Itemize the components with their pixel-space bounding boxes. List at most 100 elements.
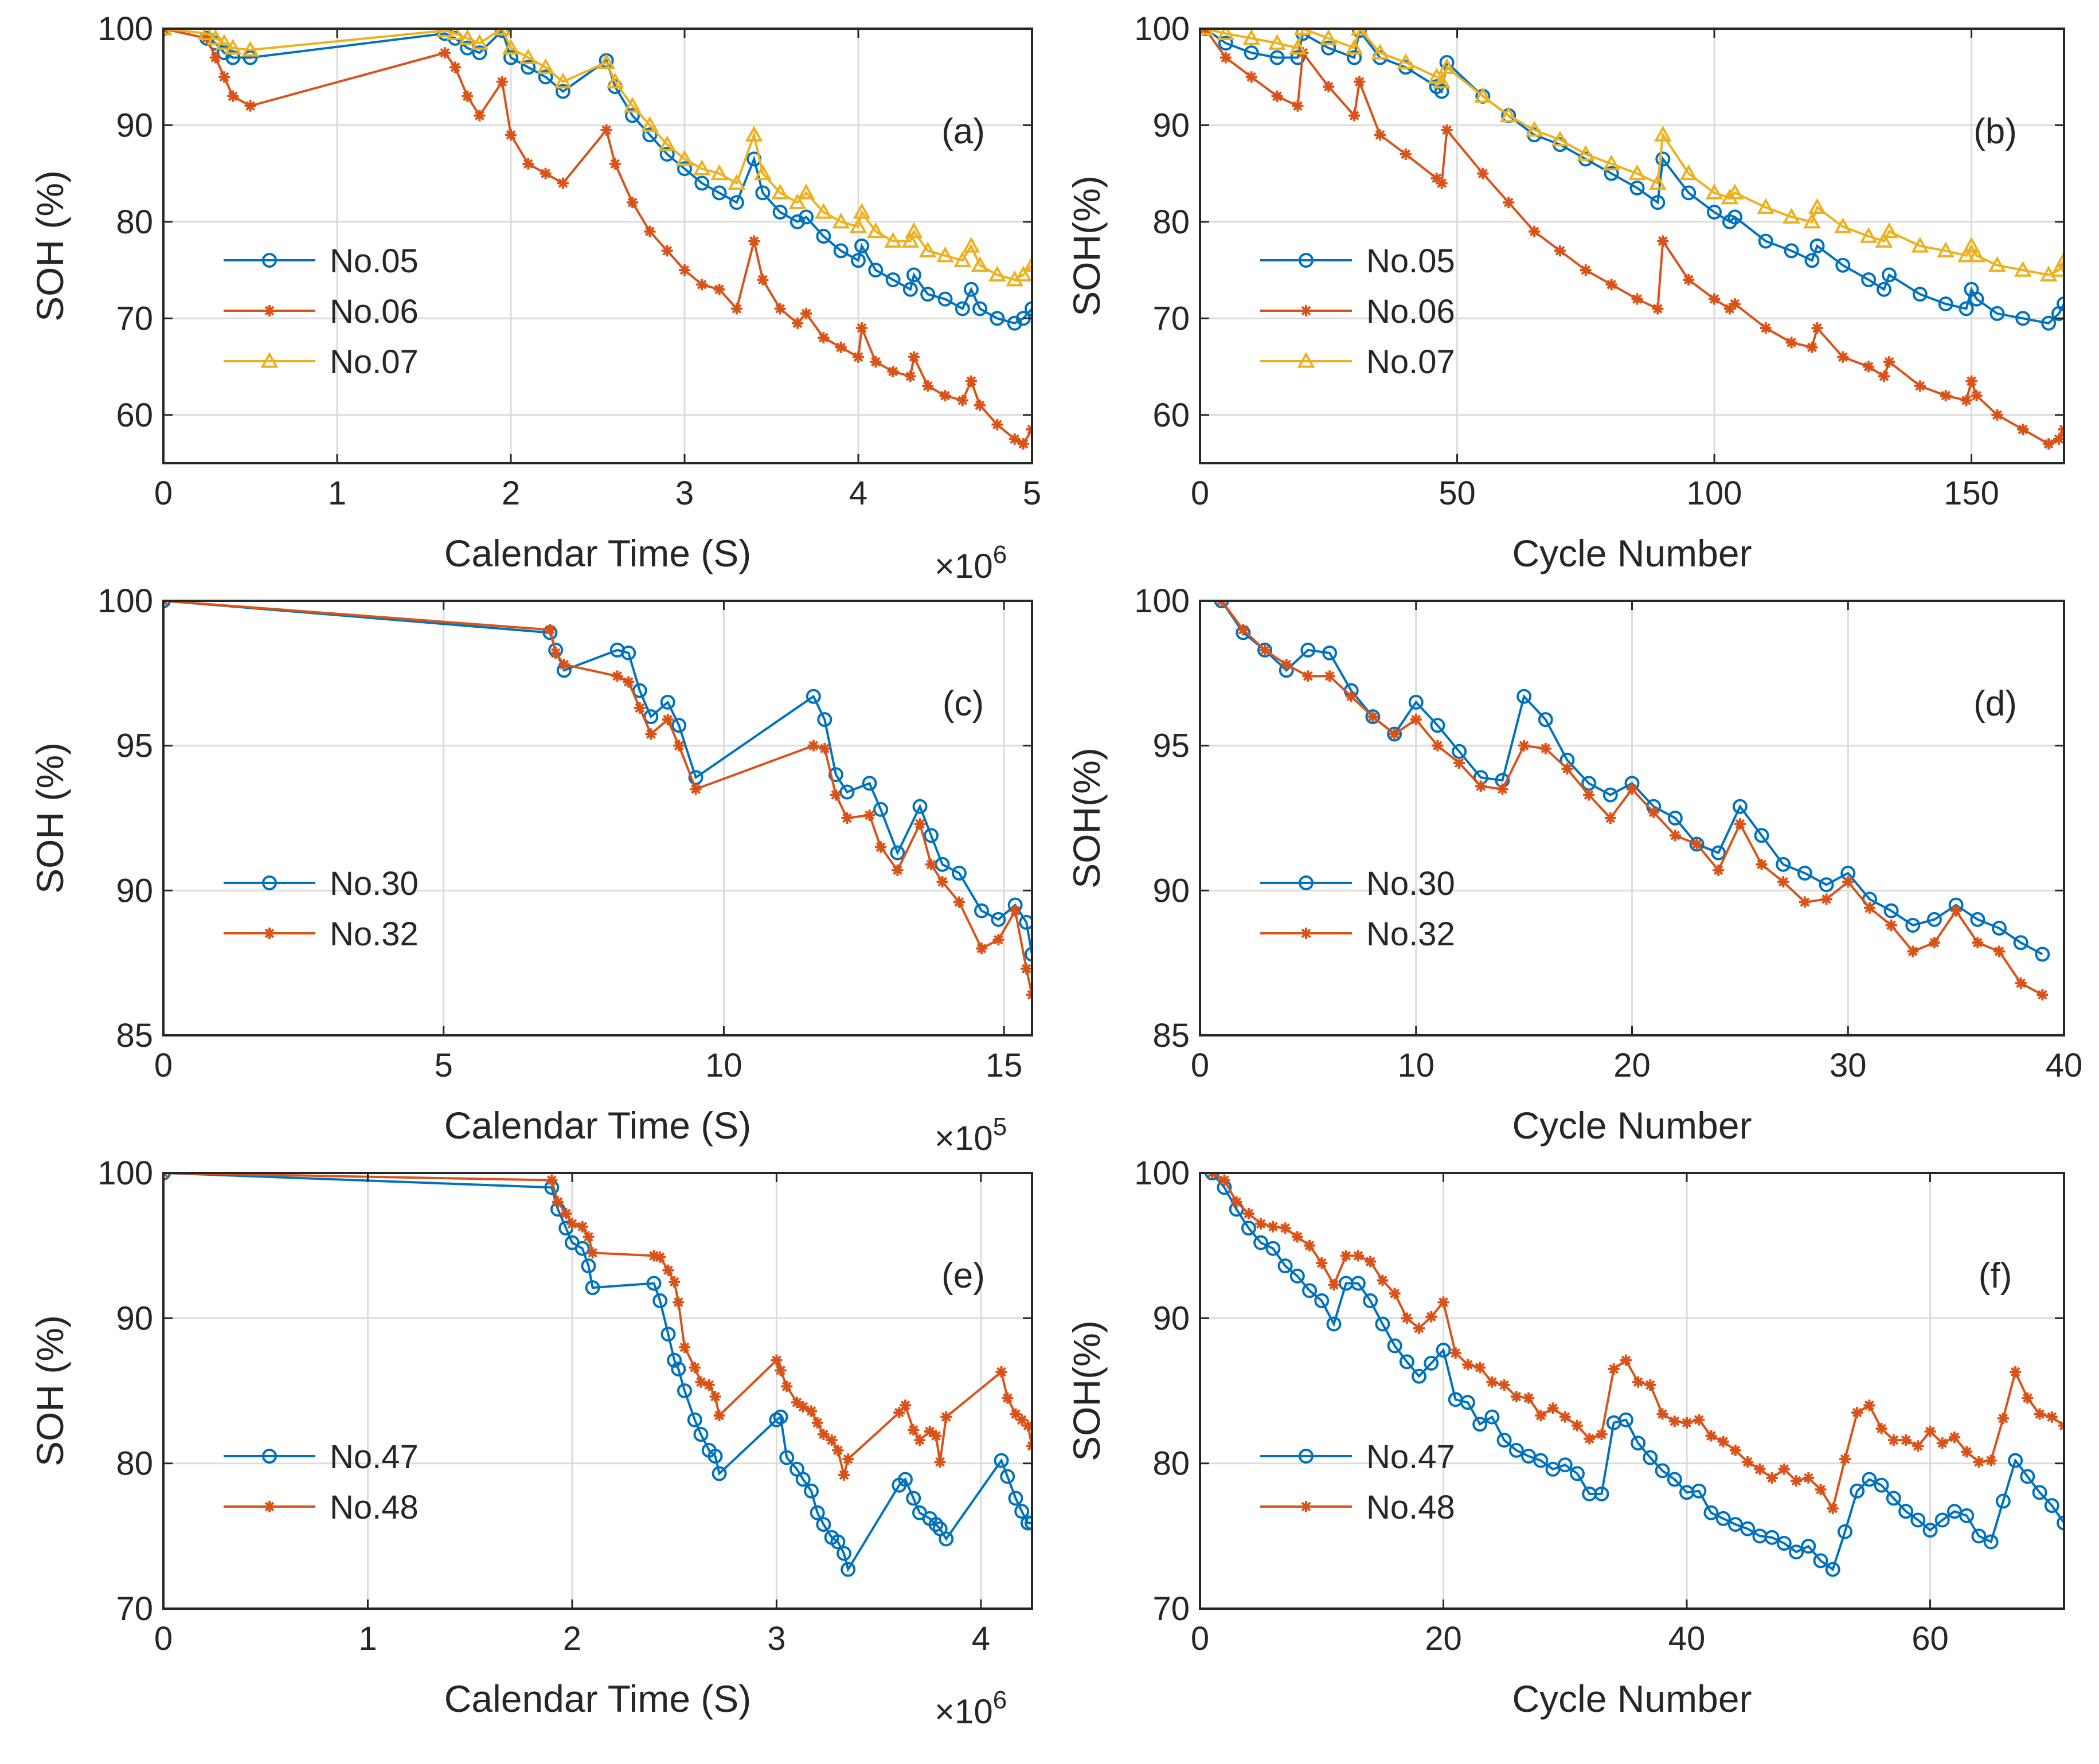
x-axis-multiplier-exponent: 5 — [993, 1113, 1007, 1141]
data-point-No.30 — [1819, 877, 1834, 893]
data-point-No.47 — [574, 1241, 590, 1256]
x-tick-label: 40 — [1668, 1620, 1706, 1657]
data-point-No.32 — [992, 934, 1004, 946]
data-point-No.48 — [552, 1196, 564, 1208]
data-point-No.06 — [870, 356, 882, 368]
plot-area — [163, 1173, 1032, 1609]
data-point-No.06 — [1529, 225, 1541, 237]
data-point-No.32 — [1950, 905, 1962, 917]
data-point-No.07 — [1654, 126, 1672, 142]
data-point-No.47 — [1412, 1368, 1427, 1384]
data-point-No.48 — [1401, 1312, 1413, 1324]
x-axis-label: Calendar Time (S) — [444, 532, 752, 574]
data-point-No.47 — [841, 1562, 856, 1577]
data-point-No.06 — [818, 332, 830, 344]
data-point-No.48 — [1474, 1362, 1486, 1374]
data-point-No.48 — [1547, 1402, 1559, 1414]
data-point-No.05 — [972, 301, 988, 316]
data-point-No.47 — [1691, 1483, 1707, 1499]
data-point-No.30 — [1408, 694, 1424, 710]
data-point-No.47 — [1643, 1450, 1658, 1465]
data-point-No.48 — [1328, 1279, 1340, 1291]
data-point-No.06 — [1477, 167, 1489, 179]
y-tick-label: 90 — [1152, 107, 1190, 144]
data-point-No.48 — [1316, 1257, 1328, 1269]
data-point-No.07 — [1679, 164, 1698, 181]
data-point-No.06 — [853, 351, 864, 363]
data-point-No.48 — [1016, 1414, 1028, 1426]
data-point-No.32 — [611, 670, 623, 682]
data-point-No.48 — [1486, 1376, 1498, 1388]
data-point-No.06 — [505, 129, 517, 141]
data-point-No.48 — [2034, 1408, 2046, 1420]
data-point-No.07 — [597, 53, 616, 69]
data-point-No.32 — [2037, 989, 2049, 1001]
data-point-No.48 — [940, 1411, 952, 1423]
data-point-No.06 — [791, 317, 803, 329]
data-point-No.47 — [1350, 1276, 1366, 1291]
data-point-No.32 — [1799, 896, 1811, 908]
data-point-No.06 — [1631, 293, 1643, 305]
legend-label: No.05 — [1366, 242, 1455, 280]
x-tick-label: 0 — [1191, 475, 1209, 512]
data-point-No.47 — [1387, 1338, 1402, 1354]
data-point-No.06 — [227, 90, 239, 102]
data-point-No.07 — [436, 29, 454, 37]
data-point-No.06 — [1245, 71, 1257, 83]
legend-label: No.32 — [330, 916, 419, 953]
data-point-No.07 — [1551, 130, 1569, 147]
data-point-No.06 — [1863, 361, 1875, 373]
data-point-No.32 — [544, 624, 556, 636]
x-tick-label: 1 — [358, 1620, 377, 1657]
data-point-No.47 — [1667, 1472, 1682, 1487]
data-point-No.48 — [1936, 1437, 1948, 1449]
data-point-No.05 — [1025, 301, 1032, 316]
legend-label: No.07 — [1366, 343, 1455, 381]
series-layer — [163, 29, 1032, 450]
data-point-No.06 — [965, 375, 977, 387]
data-point-No.48 — [781, 1380, 793, 1393]
data-point-No.48 — [1900, 1434, 1912, 1446]
series-layer — [1200, 29, 2064, 450]
series-layer — [1205, 1173, 2064, 1577]
data-point-No.32 — [1842, 876, 1854, 888]
data-point-No.32 — [914, 818, 926, 830]
data-point-No.07 — [918, 241, 937, 258]
x-axis-multiplier: ×105 — [935, 1113, 1007, 1157]
data-point-No.48 — [1002, 1392, 1014, 1404]
data-point-No.05 — [1352, 29, 1367, 38]
data-point-No.05 — [1758, 233, 1773, 249]
data-point-No.06 — [1837, 351, 1849, 363]
data-point-No.07 — [1705, 183, 1723, 200]
data-point-No.32 — [690, 783, 702, 795]
x-axis-label: Calendar Time (S) — [444, 1104, 752, 1147]
data-point-No.48 — [1851, 1407, 1863, 1418]
data-point-No.07 — [815, 202, 832, 219]
data-point-No.32 — [1453, 757, 1465, 769]
data-point-No.06 — [774, 303, 786, 315]
data-point-No.05 — [538, 69, 553, 85]
data-point-No.07 — [519, 48, 537, 65]
data-point-No.06 — [557, 177, 569, 189]
data-point-No.05 — [833, 243, 849, 259]
data-point-No.06 — [696, 279, 708, 291]
data-point-No.48 — [1571, 1419, 1583, 1431]
data-point-No.30 — [1776, 856, 1791, 872]
x-tick-label: 5 — [435, 1047, 453, 1084]
data-point-No.07 — [224, 38, 242, 55]
data-point-No.05 — [712, 185, 727, 201]
data-point-No.30 — [1019, 914, 1032, 930]
data-point-No.07 — [1988, 256, 2006, 272]
data-point-No.47 — [1399, 1354, 1414, 1370]
data-point-No.48 — [1596, 1429, 1608, 1440]
data-point-No.06 — [1348, 109, 1361, 122]
data-point-No.47 — [994, 1453, 1009, 1468]
data-point-No.07 — [788, 193, 807, 209]
data-point-No.06 — [1354, 76, 1366, 88]
data-point-No.05 — [799, 209, 814, 225]
data-point-No.05 — [225, 50, 241, 65]
data-point-No.47 — [1460, 1395, 1475, 1410]
data-point-No.06 — [835, 341, 847, 353]
data-point-No.30 — [1689, 836, 1705, 852]
